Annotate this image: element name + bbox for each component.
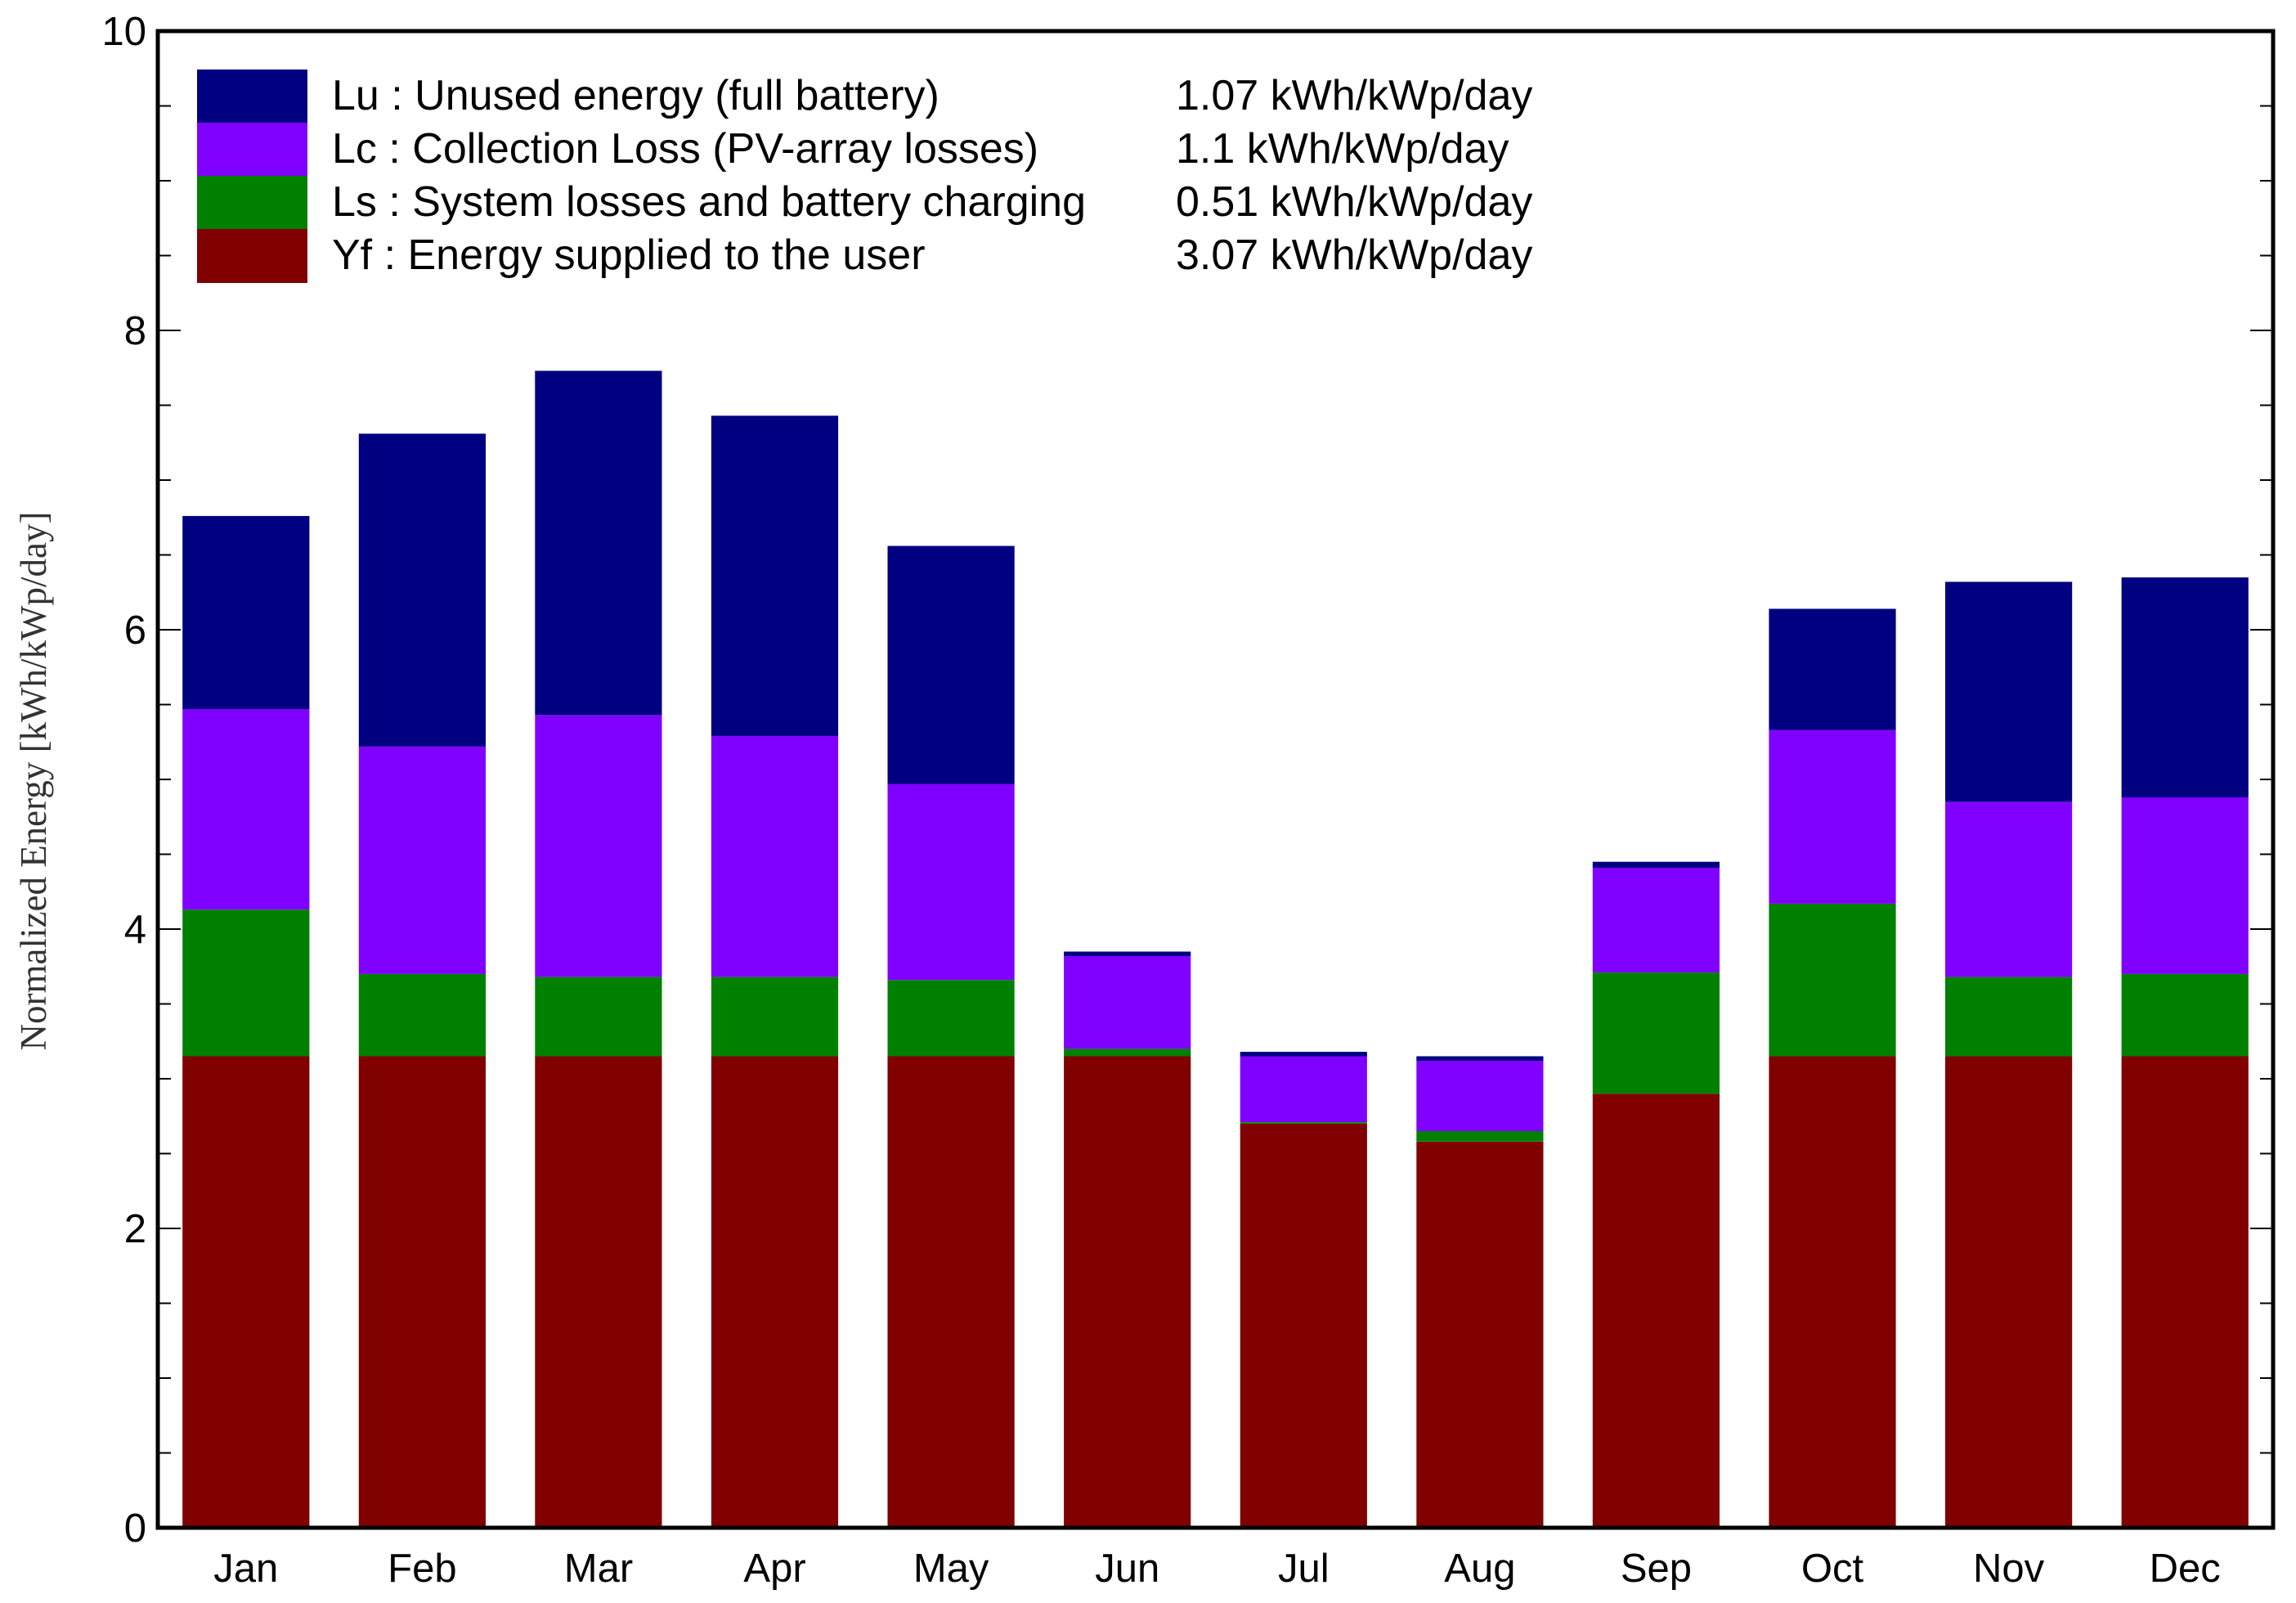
bar-ls-jun bbox=[1064, 1048, 1191, 1057]
bar-yf-nov bbox=[1945, 1056, 2073, 1528]
y-tick-label: 6 bbox=[124, 608, 146, 653]
x-tick-label-apr: Apr bbox=[743, 1547, 805, 1591]
bar-lc-dec bbox=[2121, 797, 2249, 974]
x-tick-label-sep: Sep bbox=[1621, 1547, 1692, 1591]
y-axis-label: Normalized Energy [kWh/kWp/day] bbox=[13, 512, 54, 1051]
y-tick-label: 0 bbox=[124, 1506, 146, 1551]
bar-lc-feb bbox=[358, 746, 486, 974]
bar-yf-oct bbox=[1769, 1056, 1896, 1528]
bar-ls-may bbox=[887, 980, 1015, 1057]
y-tick-label: 8 bbox=[124, 309, 146, 353]
x-tick-label-nov: Nov bbox=[1973, 1547, 2045, 1591]
legend-value-lc: 1.1 kWh/kWp/day bbox=[1176, 125, 1509, 173]
y-tick-label: 10 bbox=[101, 10, 146, 54]
bar-lu-aug bbox=[1416, 1056, 1544, 1061]
bar-lu-jan bbox=[182, 515, 310, 709]
bar-ls-mar bbox=[535, 977, 662, 1057]
legend-swatch-ls bbox=[197, 176, 307, 230]
bar-yf-dec bbox=[2121, 1056, 2249, 1528]
bar-lc-jan bbox=[182, 709, 310, 910]
bar-yf-jul bbox=[1240, 1123, 1367, 1528]
bar-lu-apr bbox=[711, 415, 839, 736]
x-tick-label-may: May bbox=[913, 1547, 989, 1591]
bar-yf-feb bbox=[358, 1056, 486, 1528]
bar-ls-oct bbox=[1769, 903, 1896, 1057]
bar-lu-mar bbox=[535, 370, 662, 716]
bar-ls-dec bbox=[2121, 973, 2249, 1057]
bar-yf-sep bbox=[1592, 1093, 1720, 1528]
legend-value-lu: 1.07 kWh/kWp/day bbox=[1176, 72, 1532, 119]
legend-value-ls: 0.51 kWh/kWp/day bbox=[1176, 178, 1532, 226]
bar-lc-nov bbox=[1945, 802, 2073, 977]
bar-lc-aug bbox=[1416, 1061, 1544, 1131]
bar-ls-jan bbox=[182, 909, 310, 1057]
bar-yf-apr bbox=[711, 1056, 839, 1528]
legend-label-ls: Ls : System losses and battery charging bbox=[332, 178, 1086, 226]
legend-label-lu: Lu : Unused energy (full battery) bbox=[332, 72, 939, 119]
x-tick-label-feb: Feb bbox=[388, 1547, 456, 1591]
bar-yf-may bbox=[887, 1056, 1015, 1528]
legend: Lu : Unused energy (full battery) 1.07 kW… bbox=[197, 70, 1532, 283]
bar-lc-oct bbox=[1769, 730, 1896, 904]
bar-lu-sep bbox=[1592, 861, 1720, 868]
bars-group bbox=[182, 370, 2249, 1528]
bar-ls-jul bbox=[1240, 1122, 1367, 1124]
legend-swatch-lc bbox=[197, 123, 307, 177]
y-tick-label: 4 bbox=[124, 908, 146, 952]
bar-ls-sep bbox=[1592, 972, 1720, 1094]
bar-yf-jun bbox=[1064, 1056, 1191, 1528]
x-tick-label-oct: Oct bbox=[1801, 1547, 1864, 1591]
bar-lu-may bbox=[887, 546, 1015, 784]
legend-value-yf: 3.07 kWh/kWp/day bbox=[1176, 231, 1532, 279]
bar-lc-mar bbox=[535, 715, 662, 977]
x-tick-label-dec: Dec bbox=[2150, 1547, 2221, 1591]
bar-lc-jun bbox=[1064, 955, 1191, 1049]
y-tick-label: 2 bbox=[124, 1207, 146, 1251]
bar-lu-jul bbox=[1240, 1052, 1367, 1057]
bar-yf-aug bbox=[1416, 1141, 1544, 1528]
bar-lc-apr bbox=[711, 735, 839, 977]
bar-yf-jan bbox=[182, 1056, 310, 1528]
bar-ls-aug bbox=[1416, 1131, 1544, 1142]
x-tick-label-jul: Jul bbox=[1278, 1547, 1330, 1591]
bar-lu-oct bbox=[1769, 608, 1896, 730]
bar-lu-feb bbox=[358, 433, 486, 747]
bar-ls-nov bbox=[1945, 977, 2073, 1057]
bar-lc-sep bbox=[1592, 868, 1720, 973]
x-tick-label-jun: Jun bbox=[1095, 1547, 1159, 1591]
bar-lu-dec bbox=[2121, 577, 2249, 797]
legend-swatch-yf bbox=[197, 229, 307, 283]
bar-lc-may bbox=[887, 784, 1015, 981]
legend-label-yf: Yf : Energy supplied to the user bbox=[332, 231, 926, 279]
legend-swatch-lu bbox=[197, 70, 307, 123]
x-tick-label-mar: Mar bbox=[564, 1547, 633, 1591]
axes-group: 0 2 4 6 8 10 Jan Feb Mar Apr May Jun Jul Aug Sep Oct Nov… bbox=[101, 10, 2276, 1591]
bar-lu-nov bbox=[1945, 581, 2073, 802]
x-tick-label-jan: Jan bbox=[213, 1547, 278, 1591]
bar-ls-apr bbox=[711, 977, 839, 1057]
bar-lu-jun bbox=[1064, 951, 1191, 956]
bar-yf-mar bbox=[535, 1056, 662, 1528]
bar-lc-jul bbox=[1240, 1056, 1367, 1122]
bar-ls-feb bbox=[358, 973, 486, 1057]
legend-label-lc: Lc : Collection Loss (PV-array losses) bbox=[332, 125, 1038, 173]
x-tick-label-aug: Aug bbox=[1444, 1547, 1515, 1591]
